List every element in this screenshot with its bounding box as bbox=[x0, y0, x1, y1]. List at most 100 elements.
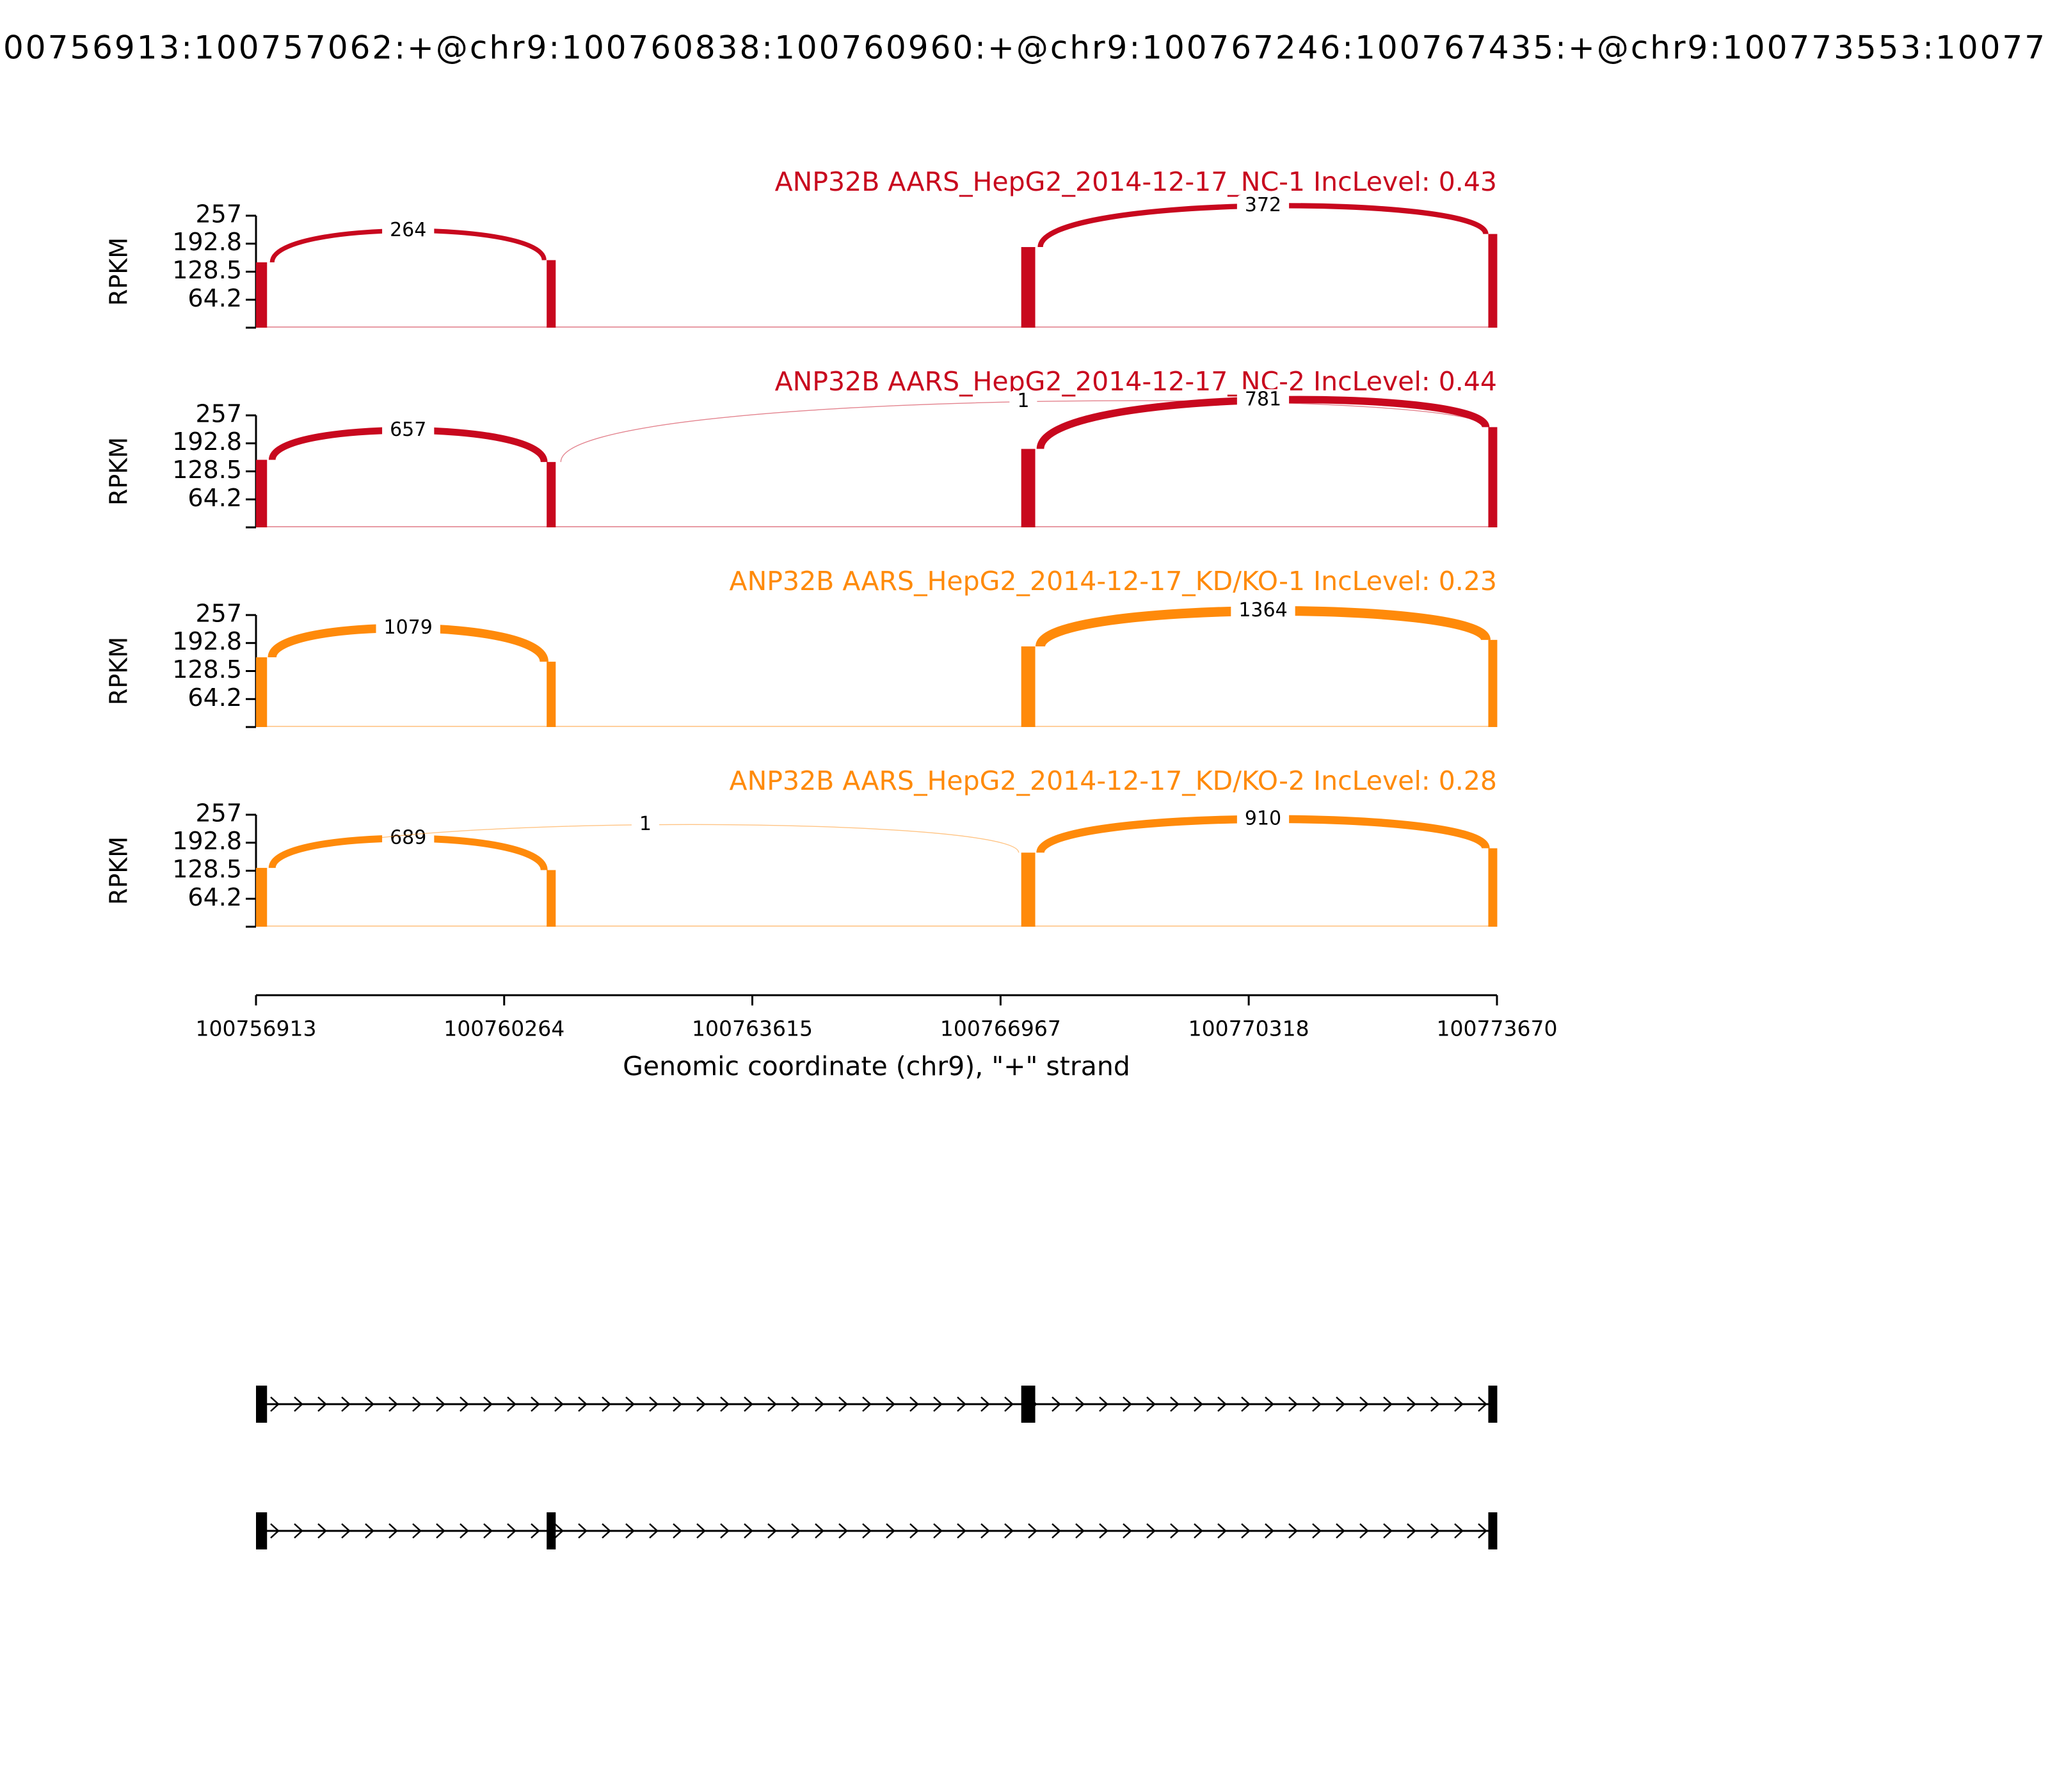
y-tick-label: 257 bbox=[195, 200, 242, 228]
strand-arrow bbox=[862, 1523, 872, 1539]
strand-arrow bbox=[909, 1396, 919, 1412]
strand-arrow bbox=[317, 1523, 327, 1539]
y-tick-label: 128.5 bbox=[172, 256, 242, 284]
strand-arrow bbox=[815, 1396, 824, 1412]
strand-arrow bbox=[1217, 1523, 1227, 1539]
strand-arrow bbox=[767, 1523, 777, 1539]
strand-arrow bbox=[625, 1523, 635, 1539]
strand-arrow bbox=[1099, 1396, 1108, 1412]
strand-arrow bbox=[673, 1396, 682, 1412]
coverage bbox=[1021, 646, 1036, 727]
junction-label-box bbox=[382, 220, 435, 242]
y-tick-label: 257 bbox=[195, 799, 242, 828]
strand-arrow bbox=[460, 1396, 469, 1412]
strand-arrow bbox=[1265, 1523, 1274, 1539]
strand-arrow bbox=[1241, 1523, 1251, 1539]
coverage bbox=[1488, 427, 1498, 527]
strand-arrow bbox=[1099, 1523, 1108, 1539]
y-axis-label: RPKM bbox=[105, 437, 133, 506]
strand-arrow bbox=[1004, 1396, 1014, 1412]
x-tick-label: 100773670 bbox=[1437, 1016, 1558, 1041]
transcript-exon bbox=[547, 1512, 556, 1549]
strand-arrow bbox=[1383, 1396, 1393, 1412]
strand-arrow bbox=[1123, 1523, 1132, 1539]
strand-arrow bbox=[1288, 1396, 1298, 1412]
coverage bbox=[1488, 848, 1498, 927]
junction-label: 1 bbox=[1017, 390, 1029, 412]
coverage bbox=[1021, 852, 1036, 927]
strand-arrow bbox=[1146, 1396, 1156, 1412]
strand-arrow bbox=[412, 1396, 422, 1412]
junction-label-box bbox=[1236, 195, 1290, 217]
strand-arrow bbox=[1004, 1523, 1014, 1539]
strand-arrow bbox=[554, 1523, 564, 1539]
strand-arrow bbox=[838, 1523, 848, 1539]
junction-label: 689 bbox=[390, 826, 426, 849]
coverage bbox=[547, 661, 556, 727]
junction-label-box bbox=[1009, 390, 1037, 413]
strand-arrow bbox=[720, 1396, 730, 1412]
strand-arrow bbox=[673, 1523, 682, 1539]
coverage bbox=[1021, 449, 1036, 527]
y-tick-label: 128.5 bbox=[172, 855, 242, 883]
y-axis-label: RPKM bbox=[105, 836, 133, 905]
strand-arrow bbox=[365, 1523, 374, 1539]
strand-arrow bbox=[578, 1523, 588, 1539]
strand-arrow bbox=[1359, 1396, 1369, 1412]
x-tick-label: 100756913 bbox=[196, 1016, 317, 1041]
transcript-exon bbox=[1021, 1386, 1036, 1423]
strand-arrow bbox=[412, 1523, 422, 1539]
strand-arrow bbox=[1052, 1396, 1061, 1412]
coverage bbox=[256, 460, 268, 527]
strand-arrow bbox=[720, 1523, 730, 1539]
strand-arrow bbox=[1146, 1523, 1156, 1539]
junction-label: 1 bbox=[639, 813, 652, 835]
y-tick-label: 64.2 bbox=[188, 484, 242, 512]
y-tick-label: 64.2 bbox=[188, 284, 242, 312]
strand-arrow bbox=[341, 1523, 351, 1539]
strand-arrow bbox=[744, 1396, 753, 1412]
strand-arrow bbox=[1312, 1396, 1322, 1412]
strand-arrow bbox=[980, 1396, 990, 1412]
strand-arrow bbox=[649, 1523, 659, 1539]
strand-arrow bbox=[838, 1396, 848, 1412]
strand-arrow bbox=[1170, 1396, 1180, 1412]
strand-arrow bbox=[696, 1523, 706, 1539]
coverage bbox=[256, 868, 268, 927]
strand-arrow bbox=[696, 1396, 706, 1412]
strand-arrow bbox=[1359, 1523, 1369, 1539]
junction-label: 372 bbox=[1245, 194, 1281, 216]
strand-arrow bbox=[1241, 1396, 1251, 1412]
strand-arrow bbox=[933, 1396, 943, 1412]
x-axis-label: Genomic coordinate (chr9), "+" strand bbox=[623, 1051, 1130, 1082]
panel-title: ANP32B AARS_HepG2_2014-12-17_KD/KO-2 Inc… bbox=[730, 765, 1497, 796]
x-tick-label: 100770318 bbox=[1188, 1016, 1309, 1041]
strand-arrow bbox=[602, 1396, 611, 1412]
junction-label: 264 bbox=[390, 219, 426, 241]
strand-arrow bbox=[294, 1396, 303, 1412]
strand-arrow bbox=[507, 1523, 516, 1539]
y-tick-label: 192.8 bbox=[172, 627, 242, 655]
strand-arrow bbox=[1430, 1396, 1440, 1412]
junction-label-box bbox=[1236, 389, 1290, 412]
y-tick-label: 192.8 bbox=[172, 228, 242, 256]
strand-arrow bbox=[1288, 1523, 1298, 1539]
junction-label: 1079 bbox=[384, 616, 433, 639]
coverage bbox=[1488, 639, 1498, 727]
strand-arrow bbox=[1336, 1396, 1345, 1412]
chart-title: 00756913:100757062:+@chr9:100760838:1007… bbox=[3, 29, 2045, 67]
junction-label-box bbox=[631, 813, 659, 836]
y-tick-label: 192.8 bbox=[172, 428, 242, 456]
transcript-exon bbox=[1488, 1512, 1498, 1549]
y-tick-label: 257 bbox=[195, 400, 242, 428]
junction-label-box bbox=[376, 617, 440, 639]
coverage bbox=[1021, 247, 1036, 328]
strand-arrow bbox=[957, 1396, 966, 1412]
strand-arrow bbox=[1217, 1396, 1227, 1412]
strand-arrow bbox=[365, 1396, 374, 1412]
junction-label-box bbox=[1236, 808, 1290, 830]
strand-arrow bbox=[1052, 1523, 1061, 1539]
strand-arrow bbox=[980, 1523, 990, 1539]
strand-arrow bbox=[1194, 1523, 1203, 1539]
strand-arrow bbox=[1170, 1523, 1180, 1539]
